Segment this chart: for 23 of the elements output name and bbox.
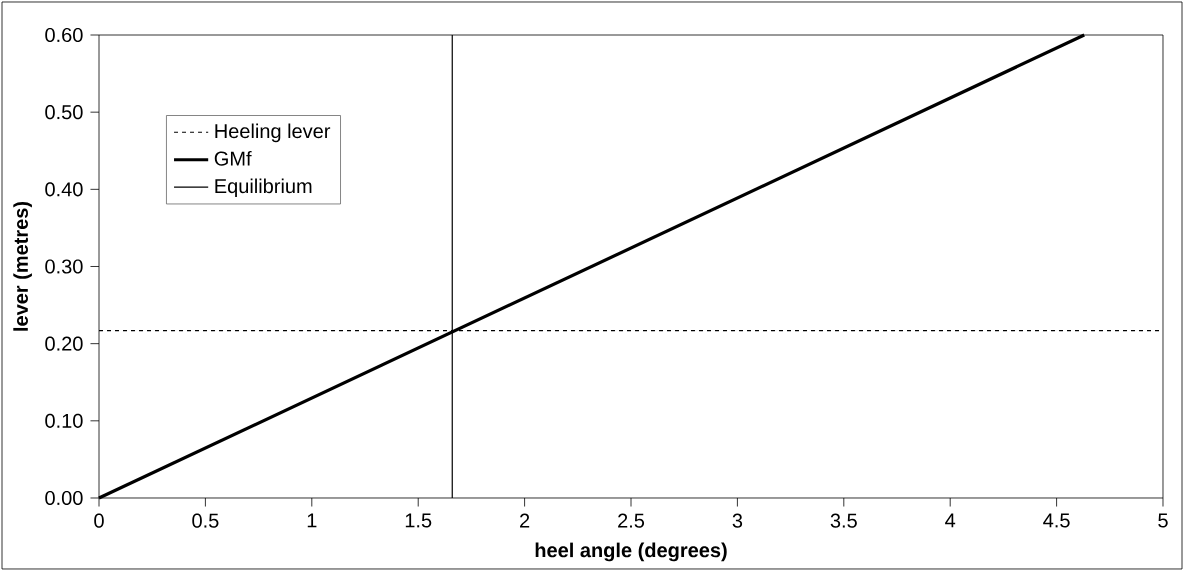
x-tick-label: 1 <box>307 513 317 528</box>
x-tick-label: 0 <box>94 513 104 528</box>
x-tick-label: 0.5 <box>192 513 219 528</box>
x-axis-title: heel angle (degrees) <box>535 542 727 562</box>
legend-label: Equilibrium <box>215 178 312 198</box>
y-tick-label: 0.50 <box>45 105 83 120</box>
x-tick-label: 3.5 <box>830 513 857 528</box>
x-tick-label: 4.5 <box>1043 513 1070 528</box>
y-tick-label: 0.20 <box>45 336 83 351</box>
x-tick-label: 2 <box>520 513 530 528</box>
y-axis-title: lever (metres) <box>13 201 32 331</box>
legend-label: Heeling lever <box>215 123 331 143</box>
y-tick-label: 0.40 <box>45 182 83 197</box>
y-tick-label: 0.30 <box>45 259 83 274</box>
x-tick-label: 2.5 <box>618 513 645 528</box>
legend-label: GMf <box>214 150 252 166</box>
x-tick-label: 3 <box>732 513 743 528</box>
y-tick-label: 0.10 <box>45 413 83 428</box>
x-tick-label: 5 <box>1158 513 1168 528</box>
x-tick-label: 1.5 <box>405 513 432 528</box>
y-tick-label: 0.00 <box>45 490 83 506</box>
x-tick-label: 4 <box>945 513 956 528</box>
y-tick-label: 0.60 <box>45 27 83 43</box>
